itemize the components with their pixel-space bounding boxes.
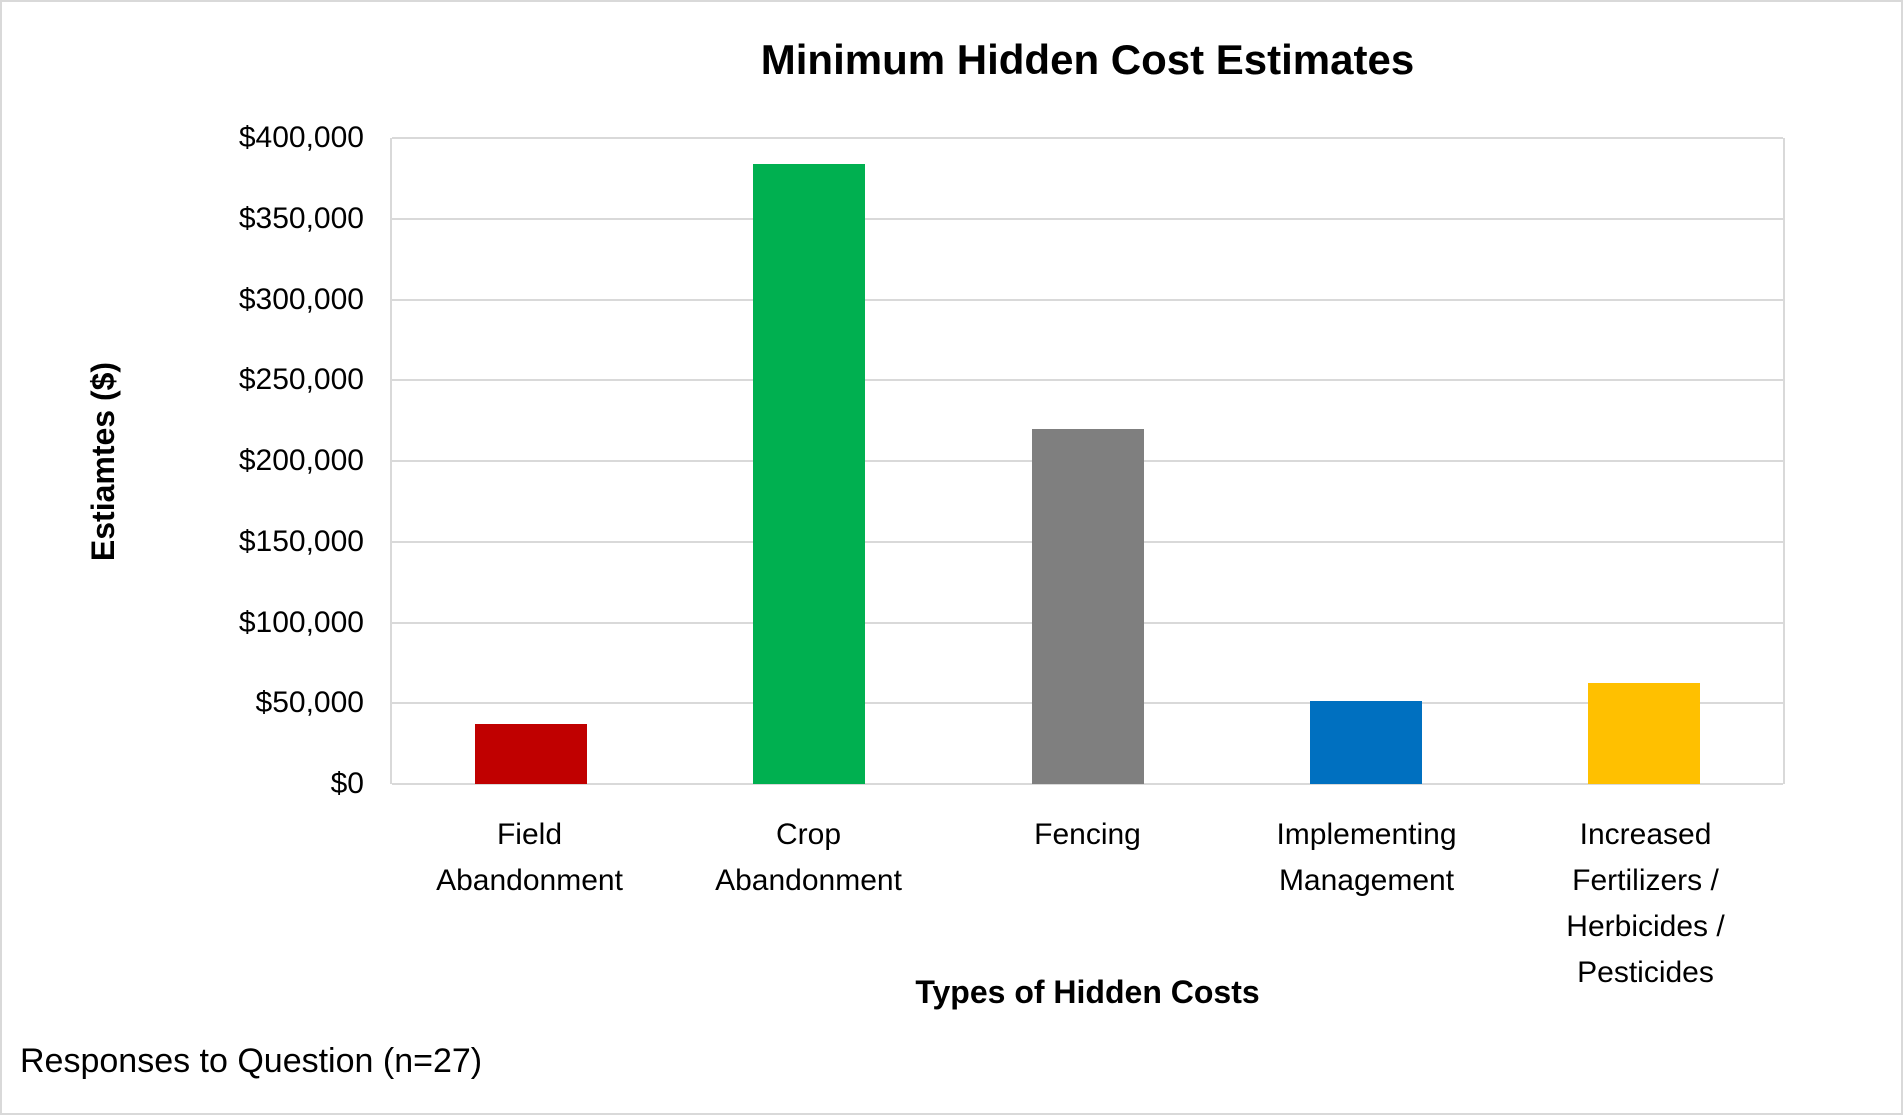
y-axis-tick-labels: $0 $50,000 $100,000 $150,000 $200,000 $250,00… [102,123,364,799]
x-category-label-crop-abandonment: Crop Abandonment [715,818,902,897]
sample-size-note: Responses to Question (n=27) [20,1042,483,1080]
gridline [392,137,1783,139]
bar-slot-field-abandonment [392,138,670,784]
y-tick-label: $250,000 [238,363,364,397]
bar-slot-implementing-management [1227,138,1505,784]
bar-implementing-management [1309,700,1422,784]
x-category-label-field-abandonment: Field Abandonment [436,818,623,897]
x-category-label-increased-fertilizers-herbicides-pesticides: Increased Fertilizers / Herbicides / Pes… [1566,818,1725,989]
gridline [392,298,1783,301]
y-tick-label: $150,000 [238,524,364,558]
bars-layer [392,138,1783,784]
y-tick-label: $300,000 [238,282,364,316]
gridline [392,783,1783,785]
x-category-label-fencing: Fencing [1034,818,1141,851]
gridline [392,379,1783,382]
bar-slot-crop-abandonment [670,138,948,784]
y-tick-label: $50,000 [255,686,364,720]
plot-area [390,137,1785,785]
y-tick-label: $0 [330,767,364,800]
chart-title: Minimum Hidden Cost Estimates [760,36,1415,83]
bar-fencing [1031,428,1144,784]
y-tick-label: $350,000 [238,201,364,235]
gridline [392,217,1783,220]
y-tick-label: $400,000 [238,121,364,154]
bar-increased-fertilizers-herbicides-pesticides [1587,683,1700,784]
y-tick-label: $200,000 [238,444,364,477]
bar-crop-abandonment [753,163,866,784]
x-axis-title: Types of Hidden Costs [915,974,1260,1010]
bar-slot-increased-fertilizers-herbicides-pesticides [1505,138,1783,784]
bar-slot-fencing [948,138,1226,784]
bar-field-abandonment [475,724,588,784]
x-axis-category-labels: Field Abandonment Crop Abandonment Fencing… [390,812,1785,996]
y-tick-label: $100,000 [238,605,364,639]
x-category-label-implementing-management: Implementing Management [1276,818,1457,897]
